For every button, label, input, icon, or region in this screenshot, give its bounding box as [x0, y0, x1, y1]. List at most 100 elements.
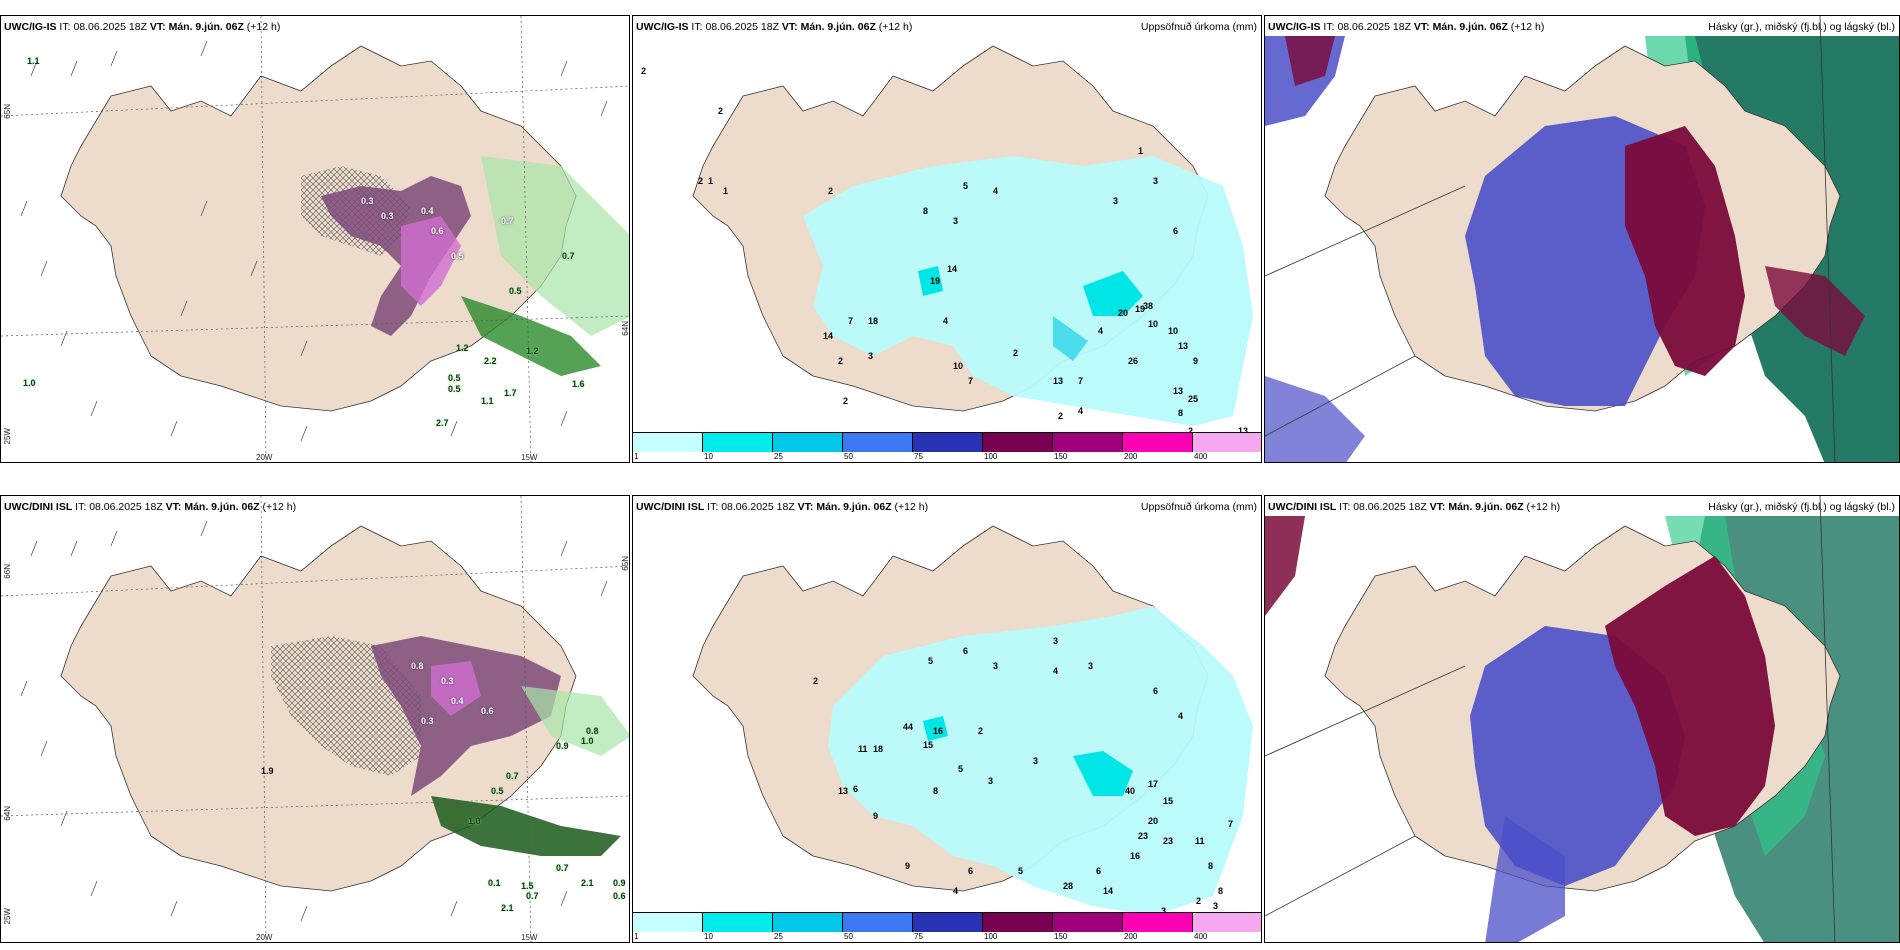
precip-value: 1.6	[572, 379, 585, 389]
precip-value: 3	[993, 661, 999, 671]
precip-value: 2	[978, 726, 984, 736]
precip-value: 1.9	[261, 766, 274, 776]
precip-value: 19	[1135, 304, 1146, 314]
precip-value: 11	[858, 744, 868, 754]
precip-value: 44	[903, 722, 914, 732]
precip-value: 0.1	[488, 878, 501, 888]
precip-value: 0.3	[381, 211, 394, 221]
precip-value: 13	[1173, 386, 1184, 396]
precip-value: 6	[1096, 866, 1102, 876]
colorbar-tick: 50	[844, 932, 853, 941]
precip-value: 1.0	[581, 736, 594, 746]
precip-value: 0.3	[361, 196, 374, 206]
colorbar: 1 10 25 50 75 100 150 200 400	[633, 432, 1261, 462]
precip-value: 1.0	[468, 816, 481, 826]
precip-value: 1	[708, 176, 714, 186]
panel-header: UWC/DINI ISL IT: 08.06.2025 18Z VT: Mán.…	[636, 501, 929, 513]
colorbar-tick: 25	[774, 452, 783, 461]
precip-value: 7	[1078, 376, 1084, 386]
precip-value: 3	[1113, 196, 1119, 206]
precip-value: 4	[1098, 326, 1104, 336]
precip-value: 15	[923, 740, 934, 750]
colorbar-swatch	[913, 432, 983, 452]
map-iceland-wind	[1, 16, 629, 462]
precip-value: 6	[1153, 686, 1159, 696]
precip-value: 3	[988, 776, 994, 786]
colorbar-tick: 400	[1194, 932, 1208, 941]
precip-value: 0.5	[491, 786, 504, 796]
colorbar-tick: 150	[1054, 452, 1068, 461]
precip-value: 0.9	[613, 878, 626, 888]
colorbar-tick: 400	[1194, 452, 1208, 461]
map-iceland-wind	[1, 496, 629, 942]
precip-value: 9	[1193, 356, 1199, 366]
precip-value: 13	[1178, 341, 1189, 351]
precip-value: 1.2	[456, 343, 469, 353]
precip-value: 23	[1163, 836, 1174, 846]
colorbar-tick: 25	[774, 932, 783, 941]
precip-value: 7	[968, 376, 974, 386]
precip-value: 13	[1238, 426, 1249, 436]
colorbar-swatch	[633, 912, 703, 932]
colorbar-swatch	[913, 912, 983, 932]
axis-label: 65N	[3, 104, 12, 119]
precip-value: 1.2	[526, 346, 539, 356]
precip-value: 9	[905, 861, 911, 871]
precip-value: 8	[1218, 886, 1224, 896]
precip-value: 1	[1138, 146, 1144, 156]
precip-value: 28	[1063, 881, 1074, 891]
map-iceland-clouds	[1265, 496, 1899, 942]
precip-value: 4	[953, 886, 959, 896]
colorbar-tick: 200	[1124, 932, 1138, 941]
colorbar-swatch	[703, 432, 773, 452]
precip-value: 0.5	[448, 384, 461, 394]
axis-label: 25W	[3, 908, 12, 925]
precip-value: 10	[1148, 319, 1159, 329]
colorbar-swatch	[843, 912, 913, 932]
precip-value: 0.5	[448, 373, 461, 383]
map-panel-bottom-left: UWC/DINI ISL IT: 08.06.2025 18Z VT: Mán.…	[0, 495, 630, 943]
precip-value: 0.3	[421, 716, 434, 726]
precip-value: 1	[723, 186, 729, 196]
precip-value: 2	[1058, 411, 1064, 421]
colorbar-swatch	[633, 432, 703, 452]
precip-value: 2	[641, 66, 647, 76]
precip-value: 0.4	[451, 696, 464, 706]
precip-value: 4	[1078, 406, 1084, 416]
precip-value: 7	[1228, 819, 1234, 829]
precip-value: 0.7	[506, 771, 519, 781]
precip-value: 14	[947, 264, 958, 274]
precip-value: 0.9	[556, 741, 569, 751]
colorbar-swatch	[1193, 912, 1261, 932]
colorbar-tick: 50	[844, 452, 853, 461]
colorbar-swatch	[703, 912, 773, 932]
axis-label: 15W	[521, 453, 538, 462]
precip-value: 15	[1163, 796, 1174, 806]
precip-value: 11	[1195, 836, 1205, 846]
precip-value: 2	[813, 676, 819, 686]
precip-value: 18	[873, 744, 884, 754]
precip-value: 13	[1053, 376, 1064, 386]
precip-value: 4	[1053, 666, 1059, 676]
precip-value: 2	[1013, 348, 1019, 358]
panel-header: UWC/DINI ISL IT: 08.06.2025 18Z VT: Mán.…	[1268, 501, 1561, 513]
precip-value: 19	[930, 276, 941, 286]
precip-value: 10	[1168, 326, 1179, 336]
precip-value: 0.3	[441, 676, 454, 686]
precip-value: 0.5	[451, 251, 464, 261]
colorbar-swatch	[1123, 912, 1193, 932]
precip-value: 25	[1188, 394, 1199, 404]
precip-value: 26	[1128, 356, 1139, 366]
precip-value: 0.6	[431, 226, 444, 236]
precip-value: 16	[933, 726, 944, 736]
precip-value: 8	[923, 206, 929, 216]
colorbar-swatch	[1053, 432, 1123, 452]
precip-value: 2	[698, 176, 704, 186]
colorbar-tick: 75	[914, 452, 923, 461]
colorbar-swatch	[773, 432, 843, 452]
precip-value: 3	[1033, 756, 1039, 766]
precip-value: 3	[1213, 901, 1219, 911]
panel-title: Hásky (gr.), miðský (fj.bl.) og lágský (…	[1708, 21, 1895, 33]
map-panel-top-middle: UWC/IG-IS IT: 08.06.2025 18Z VT: Mán. 9.…	[632, 15, 1262, 463]
precip-value: 8	[1208, 861, 1214, 871]
